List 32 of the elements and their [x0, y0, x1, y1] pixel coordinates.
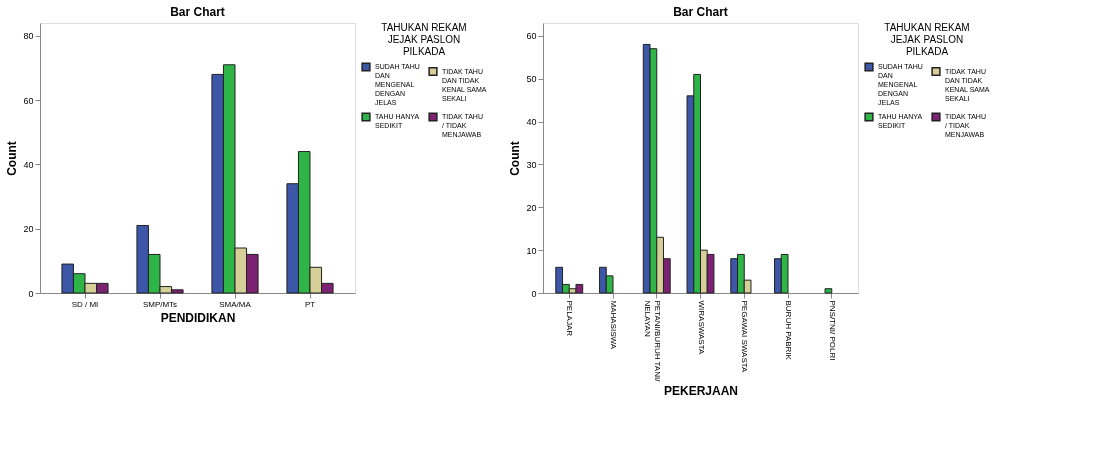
y-axis-title: Count	[508, 141, 523, 176]
y-tick-label: 60	[23, 95, 34, 106]
x-tick-label: SMA/MA	[219, 299, 252, 309]
y-tick-label: 0	[531, 288, 537, 299]
y-tick-label: 20	[23, 224, 34, 235]
y-tick-label: 80	[23, 31, 34, 42]
y-tick-label: 0	[28, 288, 34, 299]
y-tick-label: 60	[526, 31, 537, 42]
x-tick-label: WIRASWASTA	[696, 300, 706, 355]
x-tick-label: PNS/TNI/ POLRI	[827, 300, 837, 361]
chart-title: Bar Chart	[673, 5, 728, 19]
x-tick-label: MAHASISWA	[609, 300, 618, 350]
x-tick-label: PEGAWAI SWASTA	[740, 300, 750, 374]
chart-title: Bar Chart	[170, 5, 225, 19]
x-tick-label: PELAJAR	[565, 300, 575, 337]
legend-title: TAHUKAN REKAM JEJAK PASLON PILKADA	[381, 22, 467, 57]
y-tick-label: 30	[526, 159, 537, 170]
y-tick-label: 10	[526, 245, 537, 256]
y-tick-label: 20	[526, 202, 537, 213]
y-tick-label: 40	[526, 117, 537, 128]
x-tick-label: SMP/MTs	[142, 299, 178, 309]
x-axis-title: PENDIDIKAN	[160, 310, 236, 325]
x-tick-label: SD / MI	[71, 299, 99, 309]
x-tick-label: PETANI/BURUH TANI/ NELAYAN	[642, 300, 662, 383]
x-axis-title: PEKERJAAN	[663, 383, 739, 398]
x-tick-label: BURUH PABRIK	[784, 300, 793, 361]
y-tick-label: 40	[23, 159, 34, 170]
y-tick-label: 50	[526, 74, 537, 85]
x-tick-label: PT	[304, 299, 316, 309]
bar	[824, 288, 833, 294]
y-axis-title: Count	[5, 141, 20, 176]
legend-title: TAHUKAN REKAM JEJAK PASLON PILKADA	[884, 22, 970, 57]
